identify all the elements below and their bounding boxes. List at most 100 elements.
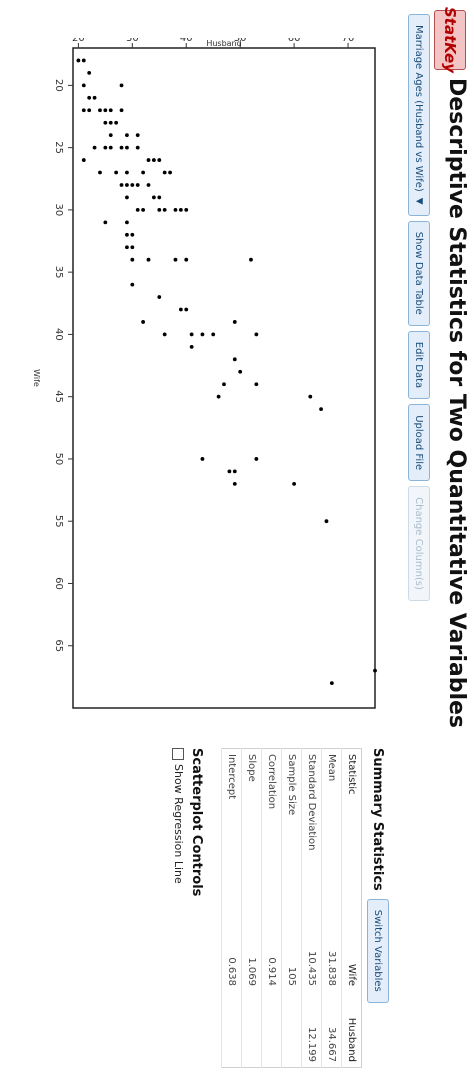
data-point — [81, 58, 86, 63]
data-point — [329, 681, 334, 685]
upload-file-button[interactable]: Upload File — [408, 404, 430, 482]
data-point — [130, 183, 135, 187]
data-point — [125, 220, 129, 225]
summary-row: Sample Size 105 — [281, 748, 302, 1068]
data-point — [146, 158, 151, 162]
x-tick-label: 20 — [53, 79, 64, 92]
statistic-value — [221, 991, 242, 1068]
x-tick-label: 40 — [53, 328, 64, 341]
data-point — [254, 382, 259, 387]
data-point — [200, 332, 205, 337]
data-point — [232, 357, 237, 362]
data-point — [135, 183, 140, 187]
statistic-label: Standard Deviation — [301, 748, 322, 915]
controls-title: Scatterplot Controls — [189, 748, 204, 897]
data-point — [119, 83, 124, 88]
data-point — [114, 170, 119, 175]
statistic-value: 12.199 — [301, 991, 322, 1068]
data-point — [184, 207, 189, 212]
statistic-value: 31.838 — [321, 915, 342, 991]
data-point — [103, 120, 108, 125]
dataset-dropdown[interactable]: Marriage Ages (Husband vs Wife) ▼ — [408, 14, 430, 216]
statistic-value: 0.638 — [221, 915, 242, 991]
data-point — [98, 108, 102, 113]
data-point — [249, 257, 253, 262]
summary-row: Intercept 0.638 — [221, 748, 242, 1068]
data-point — [108, 120, 113, 125]
data-point — [108, 145, 113, 150]
data-point — [108, 108, 113, 113]
x-tick-label: 55 — [53, 515, 64, 528]
summary-row: Correlation 0.914 — [261, 748, 282, 1068]
statistic-value: 34.667 — [321, 991, 342, 1068]
statistic-label: Mean — [321, 748, 342, 915]
data-points — [76, 58, 377, 685]
data-point — [114, 120, 119, 125]
statistic-label: Statistic — [341, 748, 362, 915]
statistic-value: Husband — [341, 991, 362, 1068]
data-point — [141, 170, 146, 175]
data-point — [146, 257, 151, 262]
statistic-value — [281, 991, 302, 1068]
show-data-table-button[interactable]: Show Data Table — [408, 220, 430, 326]
x-tick-label: 25 — [53, 141, 64, 154]
chevron-down-icon: ▼ — [414, 197, 424, 205]
scatterplot-controls: Scatterplot Controls Show Regression Lin… — [172, 748, 204, 896]
scatterplot[interactable]: Wife Husband 20 25 30 35 40 45 50 55 60 65 20 30 40… — [26, 38, 386, 728]
data-point — [189, 344, 194, 349]
data-point — [157, 207, 162, 212]
statistic-value: 10.435 — [301, 915, 322, 991]
y-tick-label: 40 — [180, 38, 193, 44]
x-tick-label: 30 — [53, 204, 64, 217]
data-point — [98, 170, 102, 175]
checkbox-unchecked-icon[interactable] — [172, 748, 185, 760]
data-point — [292, 481, 297, 486]
statistic-value — [241, 991, 262, 1068]
change-columns-button[interactable]: Change Column(s) — [408, 486, 430, 601]
data-point — [81, 108, 86, 113]
data-point — [173, 257, 178, 262]
y-tick-label: 70 — [342, 38, 355, 44]
x-tick-label: 50 — [53, 453, 64, 466]
data-point — [184, 307, 189, 312]
data-point — [119, 108, 124, 113]
statistic-label: Intercept — [221, 748, 242, 915]
y-tick-label: 20 — [72, 38, 85, 44]
data-point — [151, 158, 156, 162]
data-point — [232, 481, 237, 486]
statistic-value: 1.069 — [241, 915, 262, 991]
x-tick-label: 65 — [53, 639, 64, 652]
switch-variables-button[interactable]: Switch Variables — [367, 898, 389, 1003]
dataset-label: Marriage Ages (Husband vs Wife) — [413, 25, 425, 192]
statkey-logo[interactable]: StatKey — [434, 7, 466, 73]
data-point — [146, 183, 151, 187]
data-point — [308, 394, 313, 399]
x-tick-label: 60 — [53, 577, 64, 590]
edit-data-button[interactable]: Edit Data — [408, 330, 430, 400]
data-point — [130, 245, 135, 250]
data-point — [151, 195, 156, 200]
data-point — [157, 295, 162, 299]
data-point — [125, 133, 129, 138]
data-point — [162, 170, 167, 175]
data-point — [125, 183, 129, 187]
data-point — [87, 71, 92, 75]
data-point — [108, 133, 113, 138]
summary-table: Statistic Wife Husband Mean 31.838 34.667 Stan… — [221, 748, 362, 1068]
data-point — [87, 108, 92, 113]
data-point — [125, 232, 129, 237]
data-point — [162, 332, 167, 337]
x-axis-label: Wife — [32, 369, 41, 387]
y-axis-label: Husband — [206, 39, 241, 48]
plot-frame — [72, 47, 376, 709]
data-point — [130, 232, 135, 237]
data-point — [92, 145, 97, 150]
data-point — [135, 207, 140, 212]
data-point — [324, 519, 329, 524]
statistic-label: Slope — [241, 748, 262, 915]
x-tick-label: 45 — [53, 390, 64, 403]
regression-line-toggle[interactable]: Show Regression Line — [172, 748, 185, 896]
data-point — [119, 145, 124, 150]
summary-row: Standard Deviation 10.435 12.199 — [301, 748, 322, 1068]
